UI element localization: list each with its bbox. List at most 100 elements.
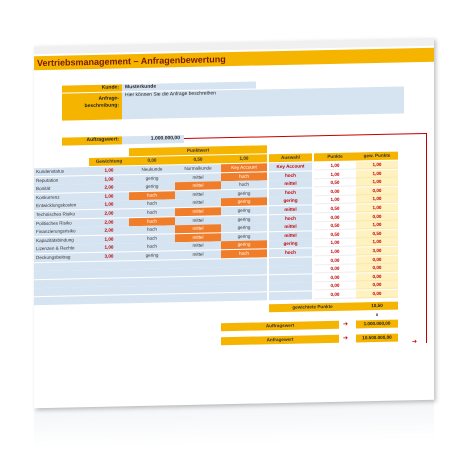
option-cell[interactable]: hoch: [129, 225, 175, 235]
punkte-cell: 0,50: [314, 230, 356, 240]
option-cell: [129, 285, 175, 295]
weight-cell[interactable]: 1,00: [89, 166, 129, 176]
gew-punkte-cell: 0,00: [356, 255, 398, 265]
connector-arrow-icon: ➔: [412, 339, 418, 346]
option-cell[interactable]: hoch: [129, 234, 175, 243]
option-cell[interactable]: hoch: [129, 191, 175, 200]
page-reflection: [34, 399, 434, 449]
punkte-cell: 1,00: [314, 247, 356, 257]
weight-cell[interactable]: 1,00: [89, 234, 129, 244]
option-cell: [221, 292, 267, 302]
weight-cell[interactable]: 1,00: [89, 174, 129, 184]
auswahl-cell: mittel: [269, 205, 312, 215]
option-cell: [221, 257, 267, 267]
option-cell[interactable]: gering: [221, 206, 267, 216]
auftragswert-field[interactable]: 1.000.000,00: [122, 135, 184, 145]
option-cell[interactable]: gering: [221, 232, 267, 242]
option-cell[interactable]: Neukunde: [129, 165, 175, 175]
option-cell[interactable]: gering: [221, 197, 267, 207]
weight-cell[interactable]: 2,00: [89, 209, 129, 219]
option-cell[interactable]: hoch: [129, 216, 175, 226]
option-cell[interactable]: gering: [221, 214, 267, 224]
point-value-header: 0,00: [129, 156, 175, 166]
option-cell[interactable]: mittel: [175, 181, 221, 191]
point-value-header: 1,00: [221, 154, 267, 164]
option-cell[interactable]: gering: [221, 240, 267, 250]
auswahl-cell: [269, 291, 312, 301]
option-cell: [221, 283, 267, 293]
gew-punkte-cell: 1,00: [356, 177, 398, 187]
punkte-cell: 0,50: [314, 204, 356, 214]
option-cell: [221, 275, 267, 285]
option-cell[interactable]: mittel: [175, 190, 221, 200]
gew-punkte-cell: 0,50: [356, 229, 398, 239]
option-cell: [129, 259, 175, 269]
punkte-cell: 0,00: [314, 213, 356, 222]
auswahl-cell: [269, 256, 312, 266]
weight-cell[interactable]: 2,00: [89, 226, 129, 236]
option-cell[interactable]: mittel: [175, 215, 221, 225]
option-cell[interactable]: hoch: [221, 180, 267, 190]
auswahl-cell: hoch: [269, 170, 312, 180]
option-cell[interactable]: hoch: [221, 171, 267, 181]
gew-punkte-cell: 1,00: [356, 203, 398, 213]
option-cell[interactable]: gering: [129, 251, 175, 261]
punkte-cell: 0,00: [314, 273, 356, 283]
auftragswert-value-summary: 1.000.000,00: [356, 319, 398, 329]
option-cell[interactable]: mittel: [175, 207, 221, 217]
option-cell[interactable]: hoch: [221, 249, 267, 259]
gew-punkte-cell: 0,00: [356, 263, 398, 273]
weight-cell[interactable]: 1,00: [89, 191, 129, 201]
option-cell[interactable]: hoch: [129, 208, 175, 218]
weight-cell[interactable]: 3,00: [89, 252, 129, 262]
auswahl-cell: [269, 282, 312, 292]
punkte-cell: 0,00: [314, 264, 356, 274]
option-cell: [129, 268, 175, 278]
beschreibung-field[interactable]: Hier können Sie die Anfrage beschreiben: [122, 86, 404, 120]
multiply-sign: x: [375, 311, 379, 317]
option-cell[interactable]: hoch: [129, 199, 175, 209]
weight-cell[interactable]: 2,00: [89, 183, 129, 193]
punkte-cell: 0,50: [314, 221, 356, 231]
weight-cell[interactable]: 2,00: [89, 217, 129, 227]
option-cell[interactable]: mittel: [175, 198, 221, 208]
arrow-icon: ➔: [343, 321, 349, 328]
option-cell[interactable]: gering: [221, 223, 267, 233]
option-cell[interactable]: mittel: [175, 224, 221, 234]
weight-cell[interactable]: 1,00: [89, 200, 129, 210]
option-cell[interactable]: Key Account: [221, 163, 267, 173]
weight-cell: [89, 269, 129, 279]
gew-punkte-cell: 1,00: [356, 160, 398, 170]
gew-punkte-header: gew. Punkte: [356, 151, 398, 161]
connector-line-top: [184, 132, 426, 139]
punkte-cell: 0,00: [314, 187, 356, 197]
option-cell: [175, 293, 221, 303]
option-cell[interactable]: mittel: [175, 241, 221, 251]
auswahl-cell: [269, 274, 312, 284]
option-cell[interactable]: mittel: [175, 233, 221, 243]
spreadsheet-sheet: Vertriebsmanagement – Anfragenbewertung …: [34, 37, 434, 409]
option-cell[interactable]: gering: [221, 189, 267, 199]
option-cell: [175, 258, 221, 268]
option-cell[interactable]: Normalkunde: [175, 164, 221, 174]
auswahl-cell: gering: [269, 196, 312, 206]
auswahl-cell: mittel: [269, 231, 312, 241]
option-cell[interactable]: mittel: [175, 172, 221, 182]
auftragswert-label-summary: Auftragswert: [221, 320, 339, 331]
punkte-cell: 0,00: [314, 281, 356, 291]
option-cell[interactable]: hoch: [129, 242, 175, 252]
option-cell[interactable]: gering: [129, 173, 175, 183]
punkte-cell: 0,50: [314, 178, 356, 188]
option-cell: [175, 276, 221, 286]
gew-punkte-cell: 0,00: [356, 186, 398, 196]
punkte-cell: 1,00: [314, 161, 356, 171]
option-cell[interactable]: mittel: [175, 250, 221, 260]
auswahl-cell: [269, 265, 312, 275]
option-cell[interactable]: gering: [129, 182, 175, 192]
gew-punkte-cell: 3,00: [356, 246, 398, 256]
option-cell: [129, 277, 175, 286]
option-cell: [221, 266, 267, 276]
beschreibung-label: Anfrage- beschreibung:: [62, 92, 122, 121]
weight-cell[interactable]: 1,00: [89, 243, 129, 253]
gewichtete-punkte-value: 10,50: [356, 301, 398, 311]
